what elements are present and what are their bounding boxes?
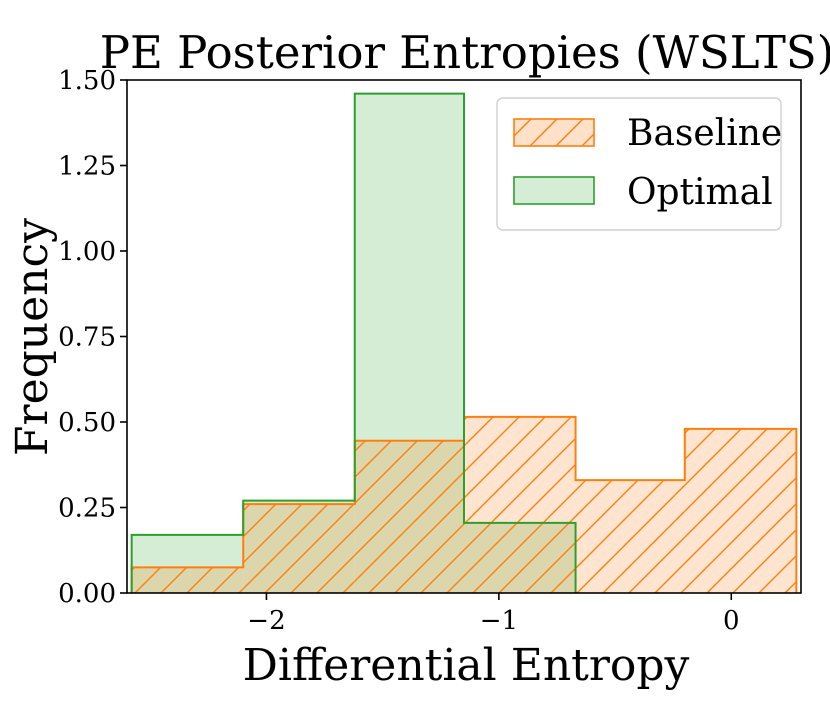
y-tick-label-0: 0.00 — [58, 579, 116, 609]
baseline-bars — [130, 415, 798, 593]
legend-item-optimal: Optimal — [513, 172, 773, 213]
y-tick-label-3: 0.75 — [58, 323, 116, 353]
y-axis: 0.00 0.25 0.50 0.75 1.00 1.25 1.50 — [58, 66, 127, 609]
x-tick-label-0: −2 — [247, 606, 285, 636]
chart-title: PE Posterior Entropies (WSLTS) — [100, 26, 830, 79]
legend-label-optimal: Optimal — [627, 172, 773, 213]
legend-swatch-optimal — [513, 176, 595, 205]
baseline-bar-2 — [354, 440, 464, 593]
legend-label-baseline: Baseline — [627, 113, 782, 154]
y-tick-label-5: 1.25 — [58, 152, 116, 182]
y-axis-label: Frequency — [7, 218, 58, 456]
legend-item-baseline: Baseline — [513, 113, 782, 154]
optimal-step-outline — [130, 92, 577, 593]
x-tick-label-1: −1 — [480, 606, 518, 636]
baseline-bar-5 — [684, 428, 797, 593]
x-tick-label-2: 0 — [723, 606, 740, 636]
y-tick-label-4: 1.00 — [58, 237, 116, 267]
x-axis-label: Differential Entropy — [243, 640, 690, 691]
plot-area — [130, 92, 798, 594]
baseline-bar-0 — [131, 567, 244, 593]
baseline-bar-4 — [575, 480, 685, 593]
optimal-outline — [130, 92, 577, 593]
baseline-bar-1 — [243, 504, 355, 593]
legend: Baseline Optimal — [496, 97, 782, 231]
y-tick-label-2: 0.50 — [58, 408, 116, 438]
baseline-bar-3 — [464, 416, 576, 593]
y-tick-label-6: 1.50 — [58, 66, 116, 96]
y-tick-label-1: 0.25 — [58, 494, 116, 524]
legend-swatch-baseline-hatch — [513, 118, 595, 147]
x-axis: −2 −1 0 — [247, 593, 740, 636]
